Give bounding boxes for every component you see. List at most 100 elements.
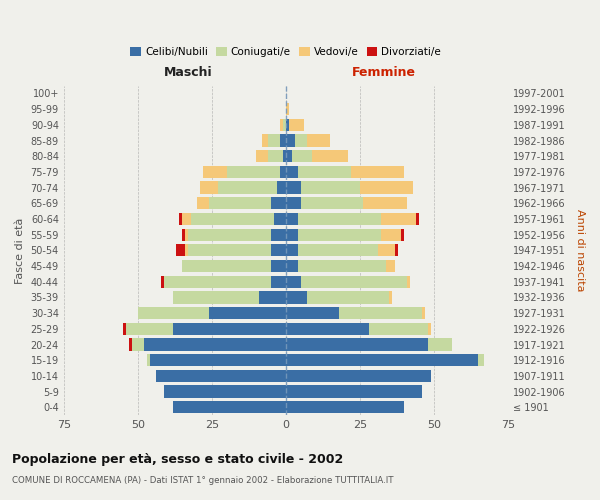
Bar — [295, 134, 307, 146]
Bar — [286, 276, 301, 288]
Bar — [307, 292, 389, 304]
Bar — [277, 182, 286, 194]
Text: Maschi: Maschi — [164, 66, 212, 79]
Bar — [126, 322, 173, 335]
Legend: Celibi/Nubili, Coniugati/e, Vedovi/e, Divorziati/e: Celibi/Nubili, Coniugati/e, Vedovi/e, Di… — [126, 43, 445, 62]
Bar — [298, 213, 380, 225]
Bar — [289, 118, 304, 131]
Bar — [360, 182, 413, 194]
Bar — [271, 197, 286, 209]
Bar — [363, 197, 407, 209]
Bar — [138, 307, 209, 320]
Bar — [283, 118, 286, 131]
Bar — [286, 197, 301, 209]
Bar — [351, 166, 404, 178]
Bar — [149, 354, 286, 366]
Bar — [179, 213, 182, 225]
Bar — [161, 276, 164, 288]
Bar — [422, 307, 425, 320]
Bar — [209, 197, 271, 209]
Bar — [197, 197, 209, 209]
Bar — [292, 150, 313, 162]
Bar — [271, 244, 286, 256]
Bar — [428, 338, 452, 350]
Bar — [286, 260, 298, 272]
Bar — [286, 213, 298, 225]
Bar — [380, 228, 401, 241]
Bar — [274, 213, 286, 225]
Bar — [164, 386, 286, 398]
Bar — [389, 292, 392, 304]
Bar — [286, 386, 422, 398]
Bar — [313, 150, 348, 162]
Bar — [307, 134, 330, 146]
Bar — [280, 166, 286, 178]
Bar — [203, 166, 227, 178]
Bar — [200, 182, 218, 194]
Text: Femmine: Femmine — [352, 66, 415, 79]
Bar — [478, 354, 484, 366]
Bar — [173, 292, 259, 304]
Bar — [301, 276, 407, 288]
Bar — [146, 354, 149, 366]
Bar — [271, 260, 286, 272]
Bar — [129, 338, 132, 350]
Bar — [377, 244, 395, 256]
Bar — [286, 370, 431, 382]
Bar — [298, 166, 351, 178]
Bar — [283, 150, 286, 162]
Bar — [182, 260, 271, 272]
Bar — [182, 213, 191, 225]
Bar — [173, 322, 286, 335]
Bar — [286, 307, 339, 320]
Bar — [298, 260, 386, 272]
Text: COMUNE DI ROCCAMENA (PA) - Dati ISTAT 1° gennaio 2002 - Elaborazione TUTTITALIA.: COMUNE DI ROCCAMENA (PA) - Dati ISTAT 1°… — [12, 476, 394, 485]
Bar — [298, 228, 380, 241]
Bar — [280, 134, 286, 146]
Bar — [185, 228, 188, 241]
Bar — [380, 213, 416, 225]
Bar — [286, 134, 295, 146]
Bar — [271, 276, 286, 288]
Bar — [268, 150, 283, 162]
Bar — [262, 134, 268, 146]
Bar — [286, 182, 301, 194]
Bar — [386, 260, 395, 272]
Bar — [227, 166, 280, 178]
Bar — [144, 338, 286, 350]
Bar — [209, 307, 286, 320]
Bar — [280, 118, 283, 131]
Bar — [298, 244, 377, 256]
Bar — [173, 401, 286, 413]
Bar — [428, 322, 431, 335]
Bar — [191, 213, 274, 225]
Bar — [301, 182, 360, 194]
Bar — [286, 244, 298, 256]
Bar — [123, 322, 126, 335]
Y-axis label: Anni di nascita: Anni di nascita — [575, 209, 585, 292]
Bar — [286, 103, 289, 116]
Bar — [416, 213, 419, 225]
Bar — [286, 150, 292, 162]
Bar — [339, 307, 422, 320]
Bar — [286, 401, 404, 413]
Bar — [155, 370, 286, 382]
Bar — [286, 322, 368, 335]
Bar — [185, 244, 188, 256]
Bar — [401, 228, 404, 241]
Bar — [271, 228, 286, 241]
Bar — [286, 166, 298, 178]
Bar — [301, 197, 363, 209]
Bar — [259, 292, 286, 304]
Y-axis label: Fasce di età: Fasce di età — [15, 217, 25, 284]
Bar — [188, 228, 271, 241]
Bar — [286, 338, 428, 350]
Bar — [182, 228, 185, 241]
Bar — [286, 354, 478, 366]
Bar — [286, 118, 289, 131]
Bar — [286, 228, 298, 241]
Bar — [218, 182, 277, 194]
Text: Popolazione per età, sesso e stato civile - 2002: Popolazione per età, sesso e stato civil… — [12, 452, 343, 466]
Bar — [188, 244, 271, 256]
Bar — [256, 150, 268, 162]
